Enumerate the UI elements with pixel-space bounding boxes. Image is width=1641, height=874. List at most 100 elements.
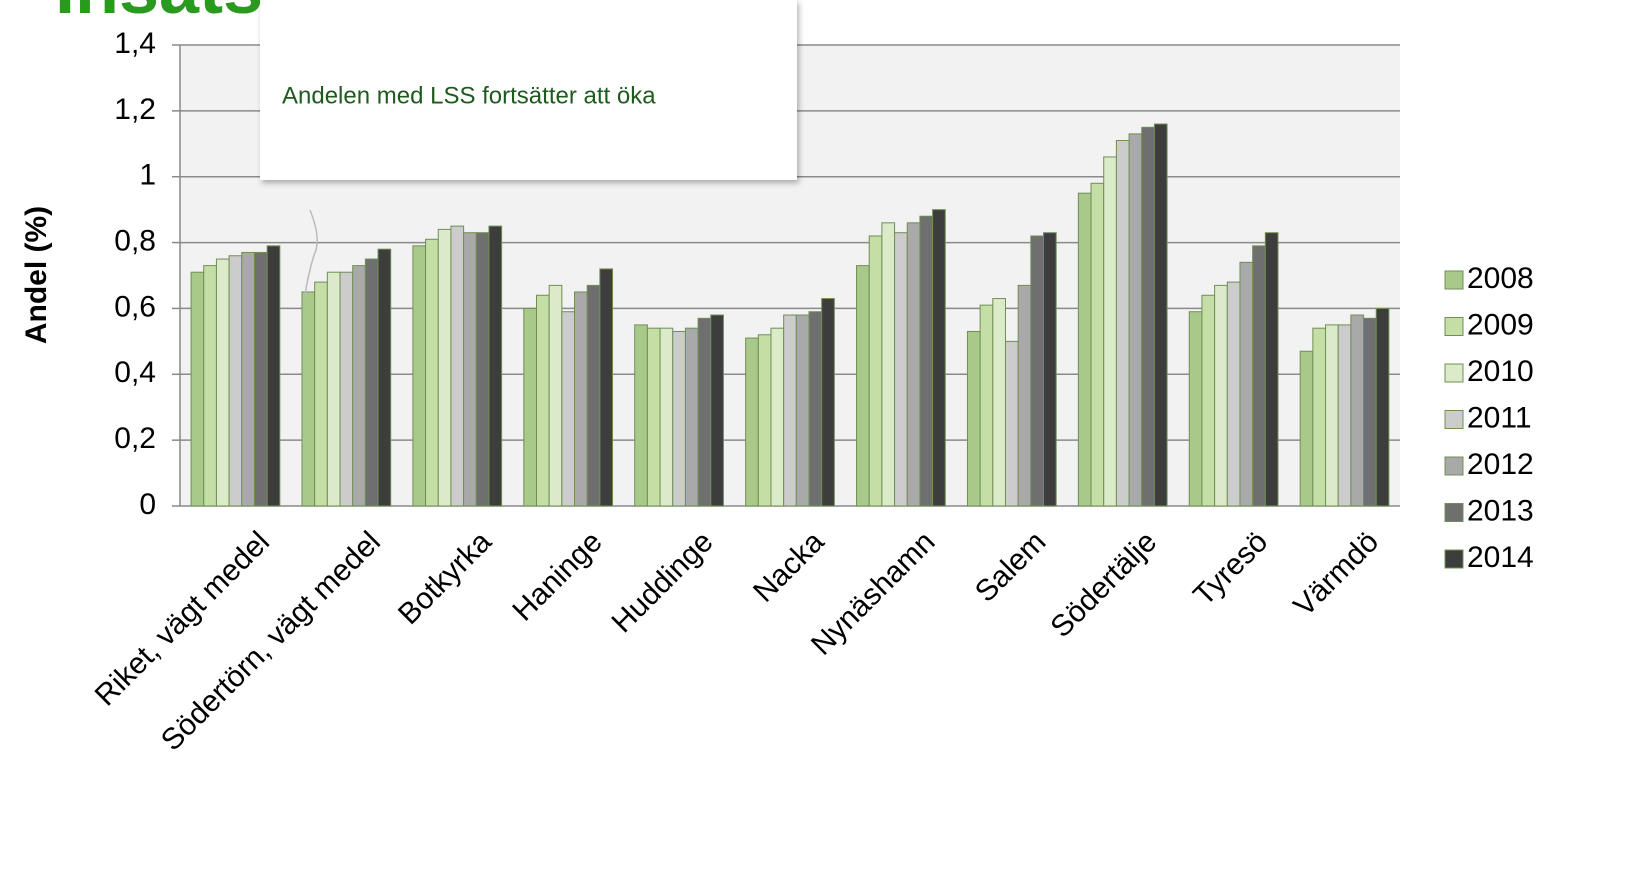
bar	[488, 225, 503, 507]
bar	[364, 258, 379, 507]
bar	[1153, 123, 1168, 507]
bar	[1188, 311, 1203, 507]
bar	[659, 327, 674, 507]
bar	[1252, 245, 1266, 507]
bar	[574, 291, 588, 507]
legend-label: 2010	[1467, 355, 1534, 388]
bar	[1375, 307, 1390, 507]
bar	[821, 298, 835, 507]
bar	[868, 235, 883, 507]
bar	[1090, 182, 1105, 507]
x-tick-label: Huddinge	[605, 525, 719, 639]
bar	[412, 245, 427, 507]
bar	[979, 304, 994, 507]
x-tick-label: Nacka	[747, 525, 831, 609]
legend-swatch	[1444, 410, 1464, 429]
bar	[253, 251, 268, 507]
bar	[1043, 232, 1057, 507]
bar	[932, 209, 946, 507]
bar	[1226, 281, 1241, 507]
annotation: Andelen med LSS fortsätter att öka	[282, 82, 656, 109]
bar	[266, 245, 281, 507]
x-tick-label: Haninge	[506, 525, 608, 627]
bar	[1299, 350, 1314, 507]
bar	[1103, 156, 1117, 507]
bar	[228, 255, 243, 507]
bar	[1030, 235, 1045, 507]
x-tick-label: Botkyrka	[392, 525, 498, 631]
bar	[215, 258, 230, 507]
bar	[190, 271, 205, 507]
bar	[1201, 294, 1216, 507]
bar	[535, 294, 550, 507]
bar	[1264, 232, 1279, 507]
y-tick-label: 0,6	[114, 290, 156, 323]
bar	[672, 330, 686, 507]
bar	[203, 265, 217, 507]
bar	[352, 265, 366, 507]
bar	[326, 271, 341, 507]
bar	[1141, 126, 1155, 507]
y-tick-label: 1	[139, 159, 156, 192]
bar	[523, 307, 537, 507]
legend-label: 2011	[1467, 401, 1532, 434]
legend-label: 2012	[1467, 448, 1534, 481]
bar	[241, 251, 255, 507]
y-tick-label: 0,8	[114, 224, 156, 257]
bar	[1325, 324, 1339, 507]
x-tick-label: Södertörn, vägt medel	[155, 525, 387, 757]
bar	[1312, 327, 1327, 507]
bar	[684, 327, 699, 507]
legend-swatch	[1444, 503, 1464, 522]
bar	[1004, 340, 1019, 507]
bar	[314, 281, 328, 507]
bar	[1017, 284, 1032, 507]
bar	[561, 311, 576, 507]
bar	[586, 284, 601, 507]
bar	[475, 232, 490, 507]
bar	[1363, 317, 1377, 507]
bar	[1337, 324, 1352, 507]
bar	[1115, 139, 1130, 507]
bar	[634, 324, 648, 507]
callout-pointer	[304, 209, 318, 296]
bar	[783, 314, 797, 507]
bar	[339, 271, 354, 507]
y-tick-label: 0,2	[114, 422, 156, 455]
legend-label: 2008	[1467, 262, 1534, 295]
bar	[919, 215, 934, 507]
x-tick-label: Salem	[969, 525, 1052, 608]
bar	[1128, 133, 1143, 507]
bar	[745, 337, 759, 507]
legend-swatch	[1444, 317, 1464, 336]
bar	[646, 327, 661, 507]
x-tick-label: Södertälje	[1044, 525, 1163, 644]
bar	[856, 265, 870, 507]
callout-box	[260, 0, 797, 180]
legend-swatch	[1444, 456, 1464, 476]
legend-label: 2013	[1467, 494, 1534, 527]
legend-label: 2014	[1467, 541, 1534, 574]
bar	[463, 232, 477, 507]
y-axis-label: Andel (%)	[20, 206, 53, 344]
bar	[1214, 284, 1228, 507]
bar	[548, 284, 563, 507]
bar	[425, 238, 439, 507]
bar	[906, 222, 921, 507]
bar	[1077, 192, 1092, 507]
y-tick-label: 1,2	[114, 93, 156, 126]
bar	[710, 314, 724, 507]
legend-swatch	[1444, 549, 1464, 569]
bar	[377, 248, 392, 507]
bar	[757, 334, 772, 507]
y-tick-label: 0	[139, 488, 156, 521]
bar	[1350, 314, 1365, 507]
y-tick-label: 0,4	[114, 356, 156, 389]
legend-label: 2009	[1467, 308, 1534, 341]
bar	[795, 314, 810, 507]
y-tick-label: 1,4	[114, 27, 156, 60]
x-tick-label: Värmdö	[1287, 525, 1385, 623]
x-tick-label: Tyresö	[1187, 525, 1274, 612]
bar	[1239, 261, 1254, 507]
